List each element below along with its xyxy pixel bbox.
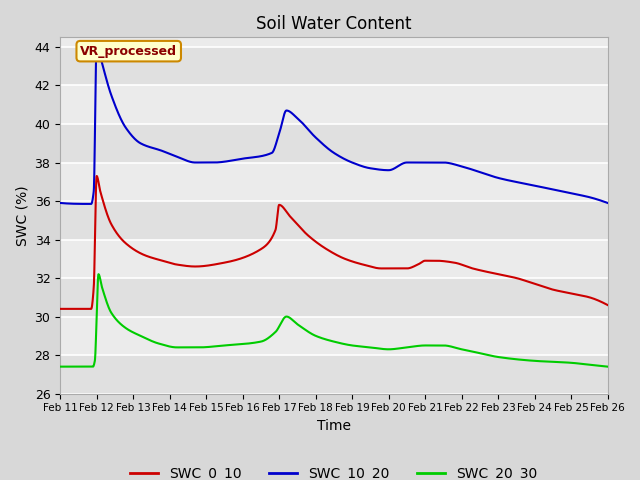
Bar — [60, 317, 607, 355]
Y-axis label: SWC (%): SWC (%) — [15, 185, 29, 246]
Bar — [60, 124, 607, 163]
Bar — [60, 278, 607, 317]
Bar — [60, 163, 607, 201]
Bar — [60, 201, 607, 240]
Bar — [60, 355, 607, 394]
Bar — [60, 9, 607, 47]
Title: Soil Water Content: Soil Water Content — [256, 15, 412, 33]
Text: VR_processed: VR_processed — [80, 45, 177, 58]
Bar — [60, 240, 607, 278]
Bar — [60, 85, 607, 124]
Bar — [60, 47, 607, 85]
X-axis label: Time: Time — [317, 419, 351, 433]
Legend: SWC_0_10, SWC_10_20, SWC_20_30: SWC_0_10, SWC_10_20, SWC_20_30 — [125, 461, 543, 480]
